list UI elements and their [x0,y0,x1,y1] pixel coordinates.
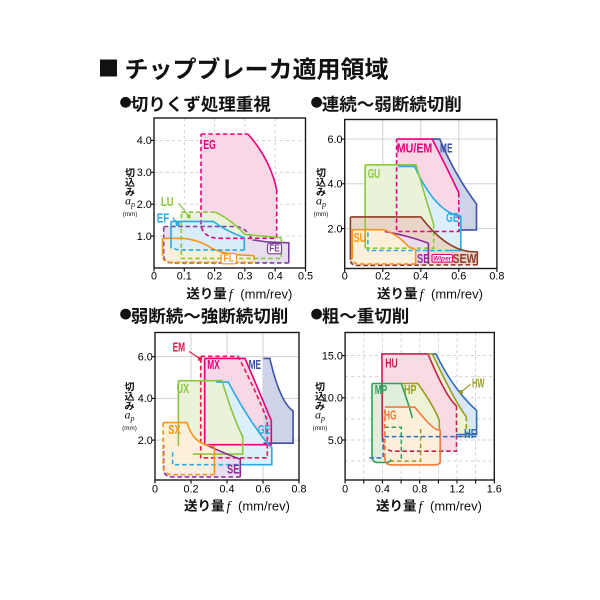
svg-text:f: f [419,500,425,515]
svg-text:SE: SE [417,251,430,266]
svg-text:6.0: 6.0 [327,134,342,146]
svg-text:6.0: 6.0 [138,352,153,364]
svg-text:EF: EF [157,210,170,225]
svg-text:1.2: 1.2 [449,484,464,496]
svg-text:0.4: 0.4 [413,271,428,283]
svg-text:(mm): (mm) [122,425,137,432]
svg-text:f: f [420,287,426,302]
svg-text:(mm): (mm) [313,425,328,432]
svg-text:15.0: 15.0 [322,350,343,362]
svg-text:0.3: 0.3 [237,271,252,283]
svg-text:(mm/rev): (mm/rev) [431,286,483,301]
svg-text:1.0: 1.0 [137,231,152,243]
svg-text:FL: FL [224,254,235,265]
svg-text:Wiper: Wiper [433,256,452,263]
svg-text:0: 0 [342,484,348,496]
svg-text:SX: SX [168,422,181,437]
svg-text:0.6: 0.6 [451,271,466,283]
svg-text:0.2: 0.2 [207,271,222,283]
svg-text:2.0: 2.0 [137,199,152,211]
svg-text:ap: ap [125,194,135,210]
svg-text:MP: MP [375,382,388,397]
svg-text:EG: EG [203,137,216,152]
svg-text:ap: ap [316,194,326,210]
svg-text:ME: ME [249,357,262,372]
svg-text:HF: HF [464,426,477,441]
svg-text:HP: HP [404,382,417,397]
svg-text:0.8: 0.8 [291,484,306,496]
svg-text:(mm/rev): (mm/rev) [430,499,482,514]
svg-text:(mm): (mm) [314,211,329,218]
svg-text:(mm/rev): (mm/rev) [238,499,290,514]
svg-text:SEW: SEW [453,251,478,266]
svg-text:0.4: 0.4 [219,484,234,496]
svg-text:2.0: 2.0 [138,435,153,447]
svg-text:0: 0 [342,271,348,283]
svg-text:(mm): (mm) [123,211,138,218]
svg-text:SE: SE [227,462,240,477]
svg-text:UX: UX [177,381,190,396]
svg-text:0.2: 0.2 [375,271,390,283]
svg-text:10.0: 10.0 [322,393,343,405]
svg-text:f: f [229,287,235,302]
svg-text:0.4: 0.4 [268,271,283,283]
svg-text:0.6: 0.6 [255,484,270,496]
svg-text:GE: GE [258,422,271,437]
svg-text:5.0: 5.0 [328,435,343,447]
svg-text:SU: SU [354,230,367,245]
svg-text:GU: GU [368,166,381,181]
svg-text:HW: HW [472,375,485,390]
svg-text:f: f [227,500,233,515]
svg-text:3.0: 3.0 [137,167,152,179]
svg-text:(mm/rev): (mm/rev) [240,286,292,301]
svg-text:MX: MX [207,357,220,372]
svg-text:0: 0 [151,271,157,283]
svg-text:LU: LU [161,194,174,209]
svg-text:HG: HG [384,407,397,422]
svg-text:ME: ME [440,140,453,155]
svg-text:4.0: 4.0 [327,179,342,191]
svg-text:EM: EM [173,339,186,354]
svg-text:1.6: 1.6 [487,484,502,496]
svg-text:MU/EM: MU/EM [397,140,433,155]
svg-text:0.4: 0.4 [375,484,390,496]
svg-text:ap: ap [315,408,325,424]
svg-text:0.2: 0.2 [183,484,198,496]
svg-text:ap: ap [125,408,135,424]
svg-text:2.0: 2.0 [327,223,342,235]
svg-text:4.0: 4.0 [137,135,152,147]
svg-text:0.8: 0.8 [489,271,504,283]
svg-text:0.1: 0.1 [177,271,192,283]
svg-text:0.5: 0.5 [298,271,313,283]
svg-text:HU: HU [385,355,398,370]
svg-text:4.0: 4.0 [138,393,153,405]
svg-text:0: 0 [152,484,158,496]
svg-text:0.8: 0.8 [412,484,427,496]
svg-text:GE: GE [446,210,459,225]
svg-text:FE: FE [269,244,280,255]
